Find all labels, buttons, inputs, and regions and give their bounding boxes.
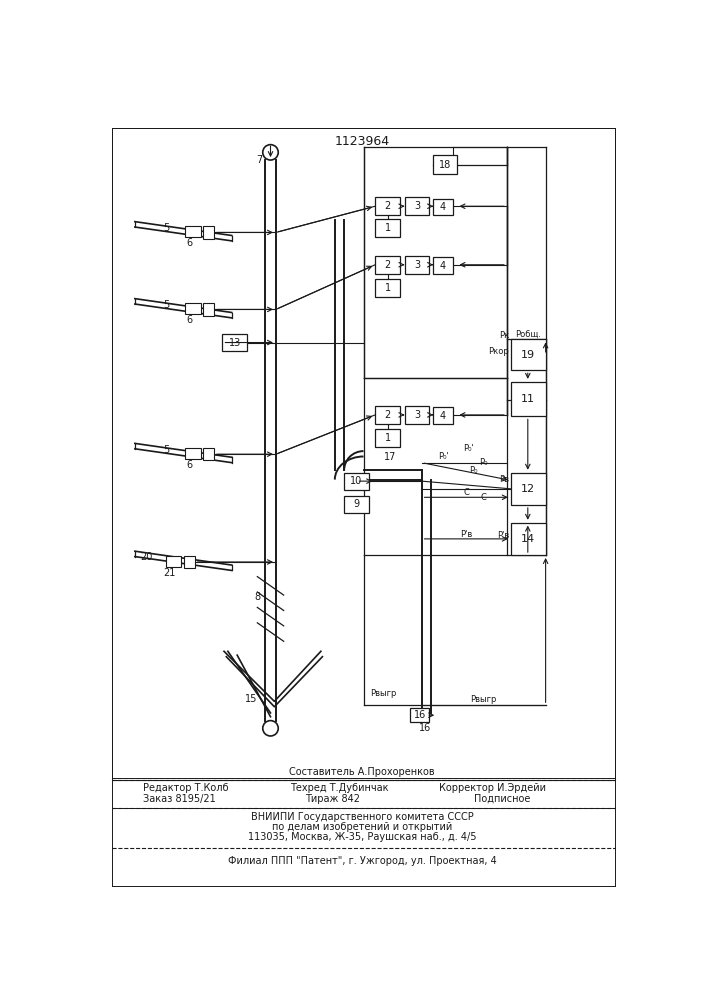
Text: Рвыгр: Рвыгр: [470, 695, 497, 704]
Text: ВНИИПИ Государственного комитета СССР: ВНИИПИ Государственного комитета СССР: [250, 812, 473, 822]
Text: 2: 2: [385, 201, 391, 211]
Text: Редактор Т.Колб: Редактор Т.Колб: [143, 783, 228, 793]
Text: P₀': P₀': [463, 444, 474, 453]
Bar: [344, 473, 369, 490]
Text: 6: 6: [186, 460, 192, 470]
Text: 5: 5: [163, 300, 169, 310]
Text: Заказ 8195/21: Заказ 8195/21: [143, 794, 216, 804]
Text: С: С: [464, 488, 469, 497]
Text: Составитель А.Прохоренков: Составитель А.Прохоренков: [289, 767, 435, 777]
Bar: [185, 226, 201, 237]
Bar: [203, 303, 214, 316]
Bar: [510, 382, 546, 416]
Bar: [375, 256, 400, 274]
Bar: [344, 496, 369, 513]
Bar: [185, 303, 201, 314]
Text: 7: 7: [256, 155, 262, 165]
Bar: [410, 708, 429, 722]
Bar: [375, 429, 400, 447]
Text: P'в: P'в: [460, 530, 473, 539]
Text: 5: 5: [163, 445, 169, 455]
Text: 20: 20: [140, 552, 153, 562]
Bar: [404, 256, 429, 274]
Bar: [433, 199, 452, 215]
Bar: [404, 197, 429, 215]
Text: Ркор: Ркор: [489, 347, 509, 356]
Bar: [223, 334, 247, 351]
Text: Рв: Рв: [499, 475, 509, 484]
Bar: [433, 257, 452, 274]
Bar: [166, 556, 182, 567]
Text: Тираж 842: Тираж 842: [305, 794, 361, 804]
Text: 1: 1: [385, 223, 390, 233]
Text: P₀': P₀': [438, 452, 449, 461]
Text: по делам изобретений и открытий: по делам изобретений и открытий: [271, 822, 452, 832]
Text: 9: 9: [354, 499, 360, 509]
Text: 12: 12: [521, 484, 535, 494]
Bar: [203, 226, 214, 239]
Text: 113035, Москва, Ж-35, Раушская наб., д. 4/5: 113035, Москва, Ж-35, Раушская наб., д. …: [247, 832, 477, 842]
Text: 1: 1: [385, 433, 390, 443]
Text: 4: 4: [440, 411, 446, 421]
Bar: [510, 523, 546, 555]
Text: 11: 11: [521, 394, 535, 404]
Text: С: С: [481, 493, 486, 502]
Text: 13: 13: [229, 338, 241, 348]
Bar: [203, 448, 214, 460]
Text: 19: 19: [521, 350, 535, 360]
Text: Подписное: Подписное: [474, 794, 530, 804]
Bar: [510, 473, 546, 505]
Text: 6: 6: [186, 238, 192, 248]
Text: Робщ.: Робщ.: [515, 330, 541, 339]
Bar: [404, 406, 429, 424]
Text: 6: 6: [186, 315, 192, 325]
Text: 2: 2: [385, 410, 391, 420]
Text: 3: 3: [414, 201, 420, 211]
Text: 21: 21: [163, 568, 176, 578]
Text: 14: 14: [521, 534, 535, 544]
Text: 1: 1: [385, 283, 390, 293]
Text: 15: 15: [245, 694, 257, 704]
Text: P₀: P₀: [469, 466, 478, 475]
Text: Рк: Рк: [499, 331, 509, 340]
Bar: [375, 406, 400, 424]
Text: 3: 3: [414, 410, 420, 420]
Text: 8: 8: [255, 592, 260, 602]
Bar: [375, 219, 400, 237]
Text: 4: 4: [440, 202, 446, 212]
Bar: [185, 448, 201, 459]
Text: 16: 16: [414, 710, 426, 720]
Text: 5: 5: [163, 223, 169, 233]
Text: P₀: P₀: [479, 458, 488, 467]
Text: 10: 10: [351, 476, 363, 486]
Text: 18: 18: [439, 160, 451, 170]
Text: 3: 3: [414, 260, 420, 270]
Text: 2: 2: [385, 260, 391, 270]
Text: Рвыгр: Рвыгр: [370, 689, 396, 698]
Text: Корректор И.Эрдейи: Корректор И.Эрдейи: [438, 783, 546, 793]
Text: P'в: P'в: [497, 531, 509, 540]
Text: Филиал ППП "Патент", г. Ужгород, ул. Проектная, 4: Филиал ППП "Патент", г. Ужгород, ул. Про…: [228, 856, 496, 866]
Bar: [375, 197, 400, 215]
Text: 4: 4: [440, 261, 446, 271]
Text: 16: 16: [419, 723, 432, 733]
Bar: [510, 339, 546, 370]
Text: Техред Т.Дубинчак: Техред Т.Дубинчак: [290, 783, 388, 793]
Bar: [375, 279, 400, 297]
Bar: [433, 407, 452, 424]
Text: 1123964: 1123964: [334, 135, 390, 148]
Bar: [184, 556, 194, 568]
Bar: [433, 155, 457, 174]
Text: 17: 17: [385, 452, 397, 462]
